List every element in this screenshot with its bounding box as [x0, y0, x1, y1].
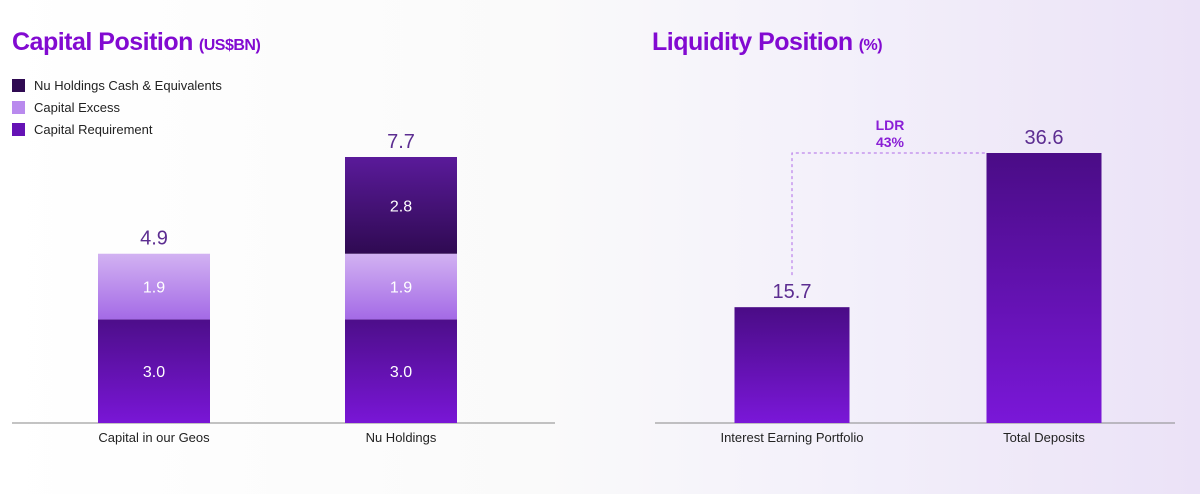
- bar-capital-requirement-nu-holdings: [345, 319, 457, 423]
- capital-legend: Nu Holdings Cash & Equivalents Capital E…: [12, 74, 222, 140]
- bar-label-capital-requirement-nu-holdings: 3.0: [390, 364, 412, 381]
- legend-item-requirement: Capital Requirement: [12, 118, 222, 140]
- liquidity-position-title-text: Liquidity Position: [652, 28, 853, 56]
- bar-label-capital-excess-capital-in-our-geos: 1.9: [143, 280, 165, 297]
- liquidity-position-title: Liquidity Position (%): [652, 28, 883, 57]
- legend-swatch-cash: [12, 78, 25, 92]
- legend-item-cash: Nu Holdings Cash & Equivalents: [12, 74, 222, 96]
- liquidity-position-unit: (%): [858, 37, 883, 54]
- total-label-nu-holdings: 7.7: [387, 131, 415, 153]
- legend-swatch-requirement: [12, 122, 25, 136]
- category-label-capital-in-our-geos: Capital in our Geos: [98, 430, 210, 445]
- ldr-value: 43%: [876, 134, 905, 150]
- bar-interest-earning-portfolio: [734, 307, 850, 423]
- value-label-total-deposits: 36.6: [1025, 127, 1064, 149]
- total-label-capital-in-our-geos: 4.9: [140, 228, 168, 250]
- bar-nu-holdings-cash-equivalents-nu-holdings: [345, 157, 457, 254]
- legend-label-excess: Capital Excess: [34, 99, 120, 115]
- bar-label-capital-requirement-capital-in-our-geos: 3.0: [143, 364, 165, 381]
- category-label-interest-earning-portfolio: Interest Earning Portfolio: [720, 430, 863, 445]
- bar-label-nu-holdings-cash-equivalents-nu-holdings: 2.8: [390, 198, 412, 215]
- bar-label-capital-excess-nu-holdings: 1.9: [390, 280, 412, 297]
- capital-position-unit: (US$BN): [198, 37, 261, 54]
- liquidity-position-chart: 15.7 Interest Earning Portfolio 36.6 Total …: [655, 117, 1175, 445]
- value-label-interest-earning-portfolio: 15.7: [773, 281, 812, 303]
- capital-position-chart: 3.0 1.9 4.9 Capital in our Geos 3.0 1.9 2.8 7.7…: [12, 131, 555, 445]
- bar-capital-requirement-capital-in-our-geos: [98, 319, 210, 423]
- category-label-nu-holdings: Nu Holdings: [366, 430, 437, 445]
- legend-label-cash: Nu Holdings Cash & Equivalents: [34, 77, 222, 93]
- ldr-label: LDR: [876, 117, 905, 133]
- bar-total-deposits: [986, 153, 1102, 423]
- capital-position-title: Capital Position (US$BN): [12, 28, 261, 57]
- bar-capital-excess-nu-holdings: [345, 253, 457, 320]
- capital-position-title-text: Capital Position: [12, 28, 193, 56]
- category-label-total-deposits: Total Deposits: [1003, 430, 1085, 445]
- ldr-connector-line: [791, 152, 987, 276]
- legend-label-requirement: Capital Requirement: [34, 121, 153, 137]
- legend-item-excess: Capital Excess: [12, 96, 222, 118]
- bar-capital-excess-capital-in-our-geos: [98, 253, 210, 320]
- legend-swatch-excess: [12, 100, 25, 114]
